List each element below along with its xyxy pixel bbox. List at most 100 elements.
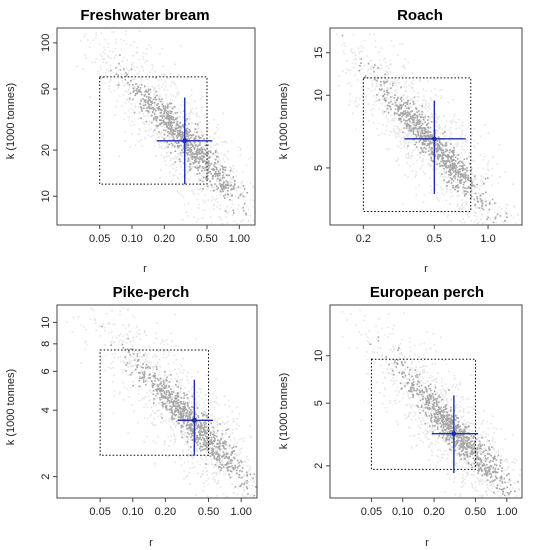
sample-point-light	[389, 130, 391, 133]
sample-point-light	[193, 130, 196, 133]
sample-point-light	[214, 479, 216, 481]
sample-point-light	[117, 356, 120, 359]
sample-point-light	[436, 191, 439, 194]
sample-point-dark	[189, 147, 191, 149]
sample-point-light	[385, 129, 388, 131]
sample-point-light	[169, 411, 171, 413]
sample-point-dark	[222, 171, 224, 174]
sample-point-light	[100, 68, 102, 71]
sample-point-light	[173, 163, 175, 165]
sample-point-light	[142, 94, 145, 96]
sample-point-light	[170, 427, 172, 430]
sample-point-light	[446, 182, 449, 185]
sample-point-light	[210, 141, 213, 144]
sample-point-light	[461, 160, 464, 162]
sample-point-light	[153, 141, 156, 143]
sample-point-dark	[132, 84, 134, 86]
sample-point-dark	[179, 133, 182, 135]
sample-point-dark	[469, 187, 471, 189]
sample-point-light	[221, 435, 224, 437]
sample-point-dark	[175, 420, 178, 423]
sample-point-light	[154, 356, 157, 359]
sample-point-light	[510, 214, 512, 217]
sample-point-dark	[192, 162, 195, 165]
sample-point-dark	[463, 173, 465, 176]
sample-point-light	[215, 148, 218, 151]
sample-point-light	[160, 415, 162, 418]
sample-point-light	[205, 413, 208, 415]
sample-point-light	[235, 195, 237, 198]
sample-point-dark	[426, 131, 428, 134]
sample-point-light	[507, 213, 509, 216]
sample-point-light	[219, 204, 221, 206]
sample-point-light	[232, 492, 234, 494]
sample-point-dark	[140, 84, 143, 86]
sample-point-light	[232, 418, 235, 420]
sample-point-dark	[181, 411, 183, 414]
sample-point-dark	[189, 163, 191, 166]
sample-point-dark	[181, 137, 184, 139]
sample-point-dark	[198, 161, 200, 164]
sample-point-dark	[474, 204, 476, 207]
sample-point-dark	[411, 110, 413, 112]
sample-point-light	[138, 133, 141, 136]
sample-point-light	[172, 81, 175, 84]
sample-point-light	[453, 156, 455, 159]
sample-point-dark	[431, 141, 434, 144]
sample-point-light	[148, 94, 150, 96]
sample-point-light	[481, 222, 484, 225]
sample-point-dark	[465, 157, 468, 160]
sample-point-dark	[429, 140, 432, 143]
sample-point-light	[161, 407, 164, 409]
sample-point-light	[192, 457, 194, 460]
sample-point-dark	[412, 133, 415, 136]
sample-point-light	[192, 166, 194, 168]
sample-point-light	[376, 68, 378, 70]
sample-point-light	[211, 450, 213, 453]
sample-point-dark	[438, 136, 440, 138]
sample-point-dark	[428, 134, 430, 136]
sample-point-dark	[168, 391, 170, 394]
sample-point-light	[435, 121, 437, 124]
sample-point-light	[217, 423, 220, 425]
sample-point-light	[224, 154, 227, 157]
sample-point-light	[179, 173, 182, 176]
sample-point-dark	[448, 160, 451, 162]
sample-point-light	[125, 333, 128, 335]
sample-point-light	[139, 98, 142, 100]
sample-point-light	[210, 400, 213, 403]
sample-point-light	[393, 111, 395, 113]
sample-point-light	[419, 156, 422, 159]
sample-point-light	[170, 103, 173, 106]
sample-point-dark	[222, 183, 225, 185]
sample-point-light	[383, 74, 386, 77]
sample-point-dark	[226, 466, 229, 469]
sample-point-light	[374, 40, 377, 42]
sample-point-light	[141, 103, 144, 106]
sample-point-light	[176, 385, 178, 387]
sample-point-dark	[174, 409, 177, 411]
sample-point-light	[350, 50, 353, 52]
sample-point-light	[128, 363, 131, 365]
sample-point-dark	[212, 169, 215, 171]
sample-point-dark	[464, 180, 467, 183]
sample-point-dark	[484, 191, 487, 194]
sample-point-light	[408, 106, 411, 108]
sample-point-light	[149, 98, 152, 100]
sample-point-light	[163, 374, 166, 376]
sample-point-light	[212, 208, 215, 211]
sample-point-light	[230, 181, 233, 184]
sample-point-light	[216, 157, 218, 160]
sample-point-dark	[177, 123, 179, 126]
sample-point-dark	[216, 177, 219, 180]
sample-point-dark	[417, 131, 420, 134]
sample-point-dark	[413, 119, 415, 121]
sample-point-light	[174, 174, 176, 177]
sample-point-dark	[380, 84, 382, 86]
sample-point-dark	[405, 120, 407, 122]
sample-point-dark	[399, 98, 402, 100]
sample-point-light	[144, 331, 146, 333]
sample-point-light	[140, 377, 142, 379]
sample-point-light	[200, 151, 202, 153]
sample-point-dark	[163, 392, 166, 394]
